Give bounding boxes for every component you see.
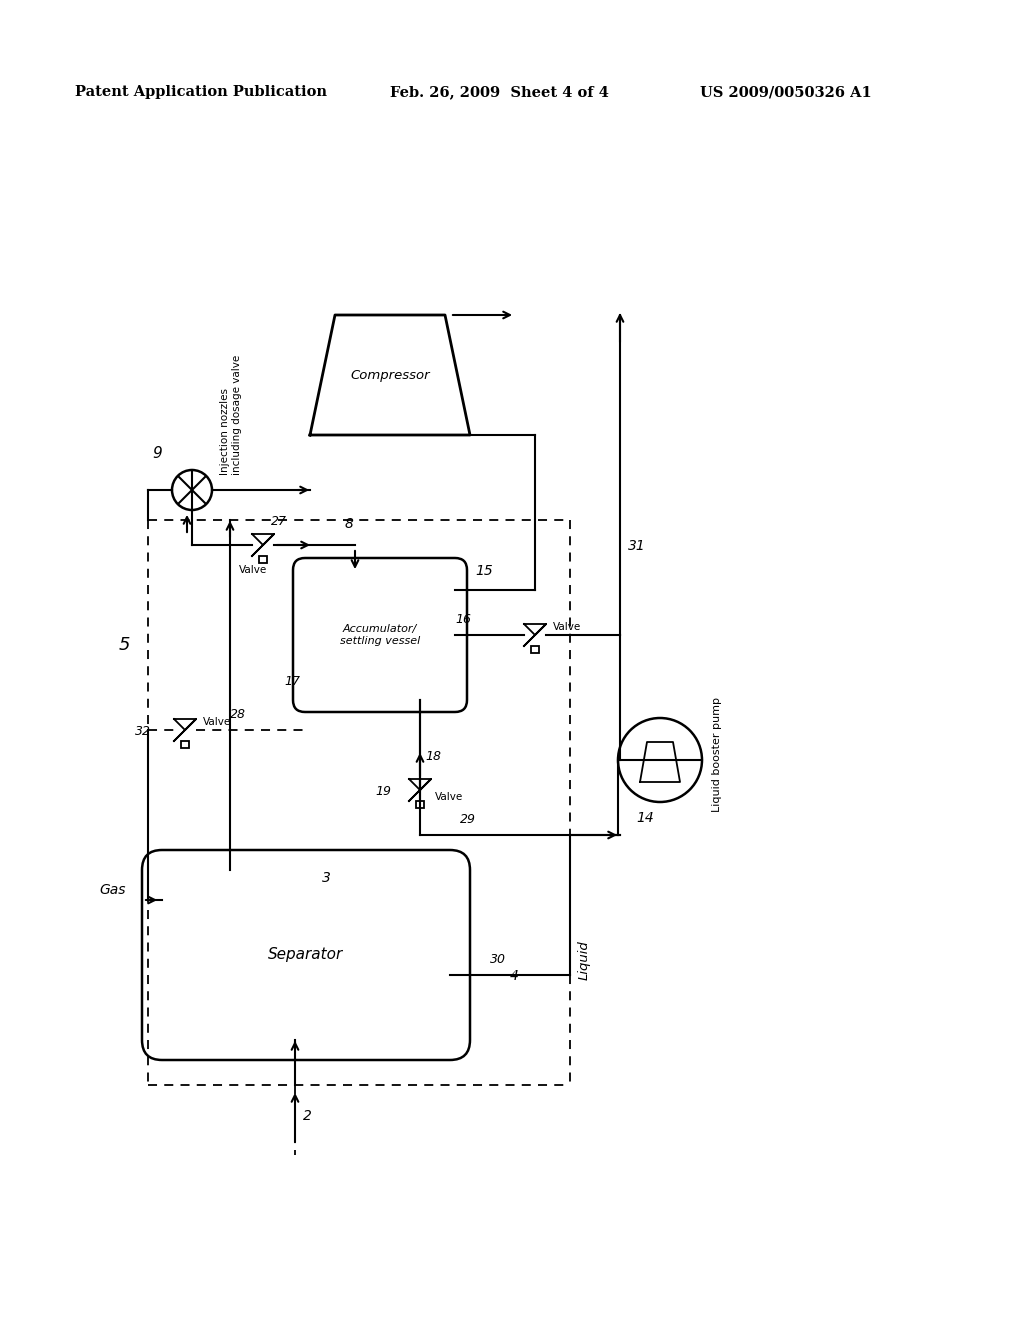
Text: Valve: Valve (203, 717, 231, 727)
Text: Liquid booster pump: Liquid booster pump (712, 697, 722, 813)
Text: 14: 14 (636, 810, 654, 825)
Text: Injection nozzles
including dosage valve: Injection nozzles including dosage valve (220, 355, 242, 475)
Text: 16: 16 (455, 612, 471, 626)
Text: Feb. 26, 2009  Sheet 4 of 4: Feb. 26, 2009 Sheet 4 of 4 (390, 84, 609, 99)
Text: Patent Application Publication: Patent Application Publication (75, 84, 327, 99)
Text: Valve: Valve (435, 792, 463, 803)
Text: 9: 9 (153, 446, 162, 461)
Text: Compressor: Compressor (350, 368, 430, 381)
Text: 15: 15 (475, 564, 493, 578)
Text: US 2009/0050326 A1: US 2009/0050326 A1 (700, 84, 871, 99)
Text: 29: 29 (460, 813, 476, 826)
Text: 30: 30 (490, 953, 506, 966)
Text: 28: 28 (230, 708, 246, 721)
Text: 19: 19 (375, 785, 391, 799)
Text: 2: 2 (303, 1109, 312, 1123)
Text: 32: 32 (135, 725, 151, 738)
Text: 8: 8 (345, 517, 354, 531)
Text: 3: 3 (322, 871, 331, 884)
Text: 27: 27 (271, 515, 287, 528)
Text: Valve: Valve (239, 565, 267, 576)
Text: 18: 18 (425, 750, 441, 763)
Text: Gas: Gas (99, 883, 126, 898)
Text: 17: 17 (284, 675, 300, 688)
Text: Separator: Separator (268, 948, 344, 962)
Text: 31: 31 (628, 539, 646, 553)
Text: Valve: Valve (553, 622, 582, 632)
Text: Liquid: Liquid (578, 940, 591, 979)
Text: 4: 4 (510, 969, 519, 983)
Text: 5: 5 (119, 636, 130, 653)
Text: Accumulator/
settling vessel: Accumulator/ settling vessel (340, 624, 420, 645)
